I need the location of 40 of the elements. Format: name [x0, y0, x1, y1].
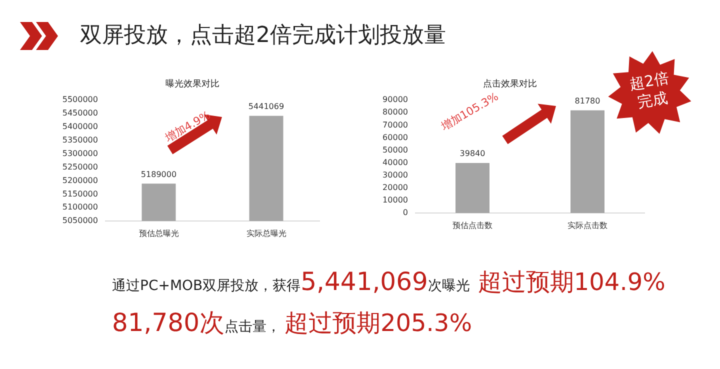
data-label: 5441069 [248, 102, 284, 112]
text: 5,441,069 [300, 267, 428, 296]
text: 双屏投放，点击超2倍完成计划投放量 [80, 22, 446, 50]
text: 通过PC+MOB双屏投放，获得 [112, 278, 301, 294]
annotation: 超2倍完成 [627, 68, 672, 114]
y-tick-label: 10000 [382, 196, 408, 205]
y-tick-label: 30000 [382, 170, 408, 180]
y-tick-label: 20000 [382, 183, 408, 192]
chart-title: 点击效果对比 [483, 78, 537, 90]
text: 次曝光 [428, 278, 470, 294]
y-tick-label: 5250000 [62, 162, 98, 172]
x-tick-label: 预估点击数 [452, 221, 492, 230]
y-tick-label: 60000 [382, 132, 408, 142]
y-tick-label: 5200000 [62, 176, 98, 185]
x-tick-label: 预估总曝光 [138, 229, 179, 238]
data-label: 39840 [460, 149, 486, 158]
data-label: 81780 [574, 96, 600, 106]
text: 超过预期205.3% [284, 309, 472, 337]
x-tick-label: 实际总曝光 [246, 229, 286, 238]
y-tick-label: 5300000 [62, 148, 98, 158]
y-tick-label: 80000 [382, 108, 408, 117]
y-tick-label: 50000 [382, 145, 408, 154]
data-label: 5189000 [140, 170, 177, 179]
chart-title: 曝光效果对比 [166, 78, 220, 90]
y-tick-label: 5400000 [62, 122, 98, 132]
y-tick-label: 5100000 [62, 202, 98, 212]
y-tick-label: 70000 [382, 120, 408, 130]
y-tick-label: 5450000 [62, 108, 98, 118]
y-tick-label: 40000 [382, 158, 408, 167]
text: 81,780次 [112, 308, 224, 337]
y-tick-label: 0 [402, 208, 408, 218]
y-tick-label: 5500000 [62, 95, 98, 104]
y-tick-label: 5150000 [62, 189, 98, 198]
y-tick-label: 5350000 [62, 136, 98, 145]
text: 点击量， [224, 319, 280, 335]
text: 超过预期104.9% [478, 268, 666, 296]
y-tick-label: 5050000 [62, 216, 98, 226]
annotation: 增加4.9% [162, 108, 213, 146]
x-tick-label: 实际点击数 [568, 221, 608, 230]
y-tick-label: 90000 [382, 95, 408, 104]
